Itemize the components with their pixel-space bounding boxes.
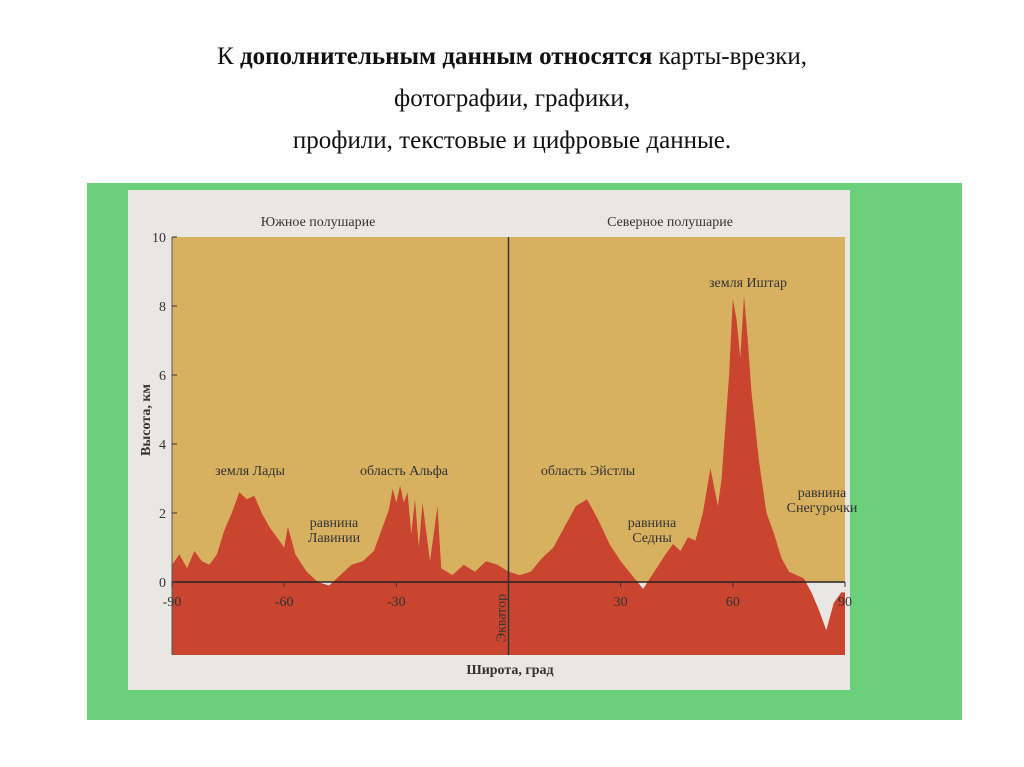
annotation: земля Иштар <box>709 276 787 291</box>
y-tick-label: 8 <box>159 300 166 315</box>
heading-line: фотографии, графики, <box>394 85 630 112</box>
x-axis-label: Широта, град <box>466 663 553 678</box>
x-tick-label: 30 <box>614 595 628 610</box>
area <box>172 295 845 655</box>
annotation-line: равнина <box>798 486 847 501</box>
heading: К дополнительным данным относятся карты-… <box>0 36 1024 162</box>
annotation: равнина Лавинии <box>308 516 361 546</box>
annotation-line: Снегурочки <box>787 501 858 516</box>
annotation-line: область Альфа <box>360 464 449 479</box>
heading-line: К дополнительным данным относятся карты-… <box>0 36 1024 78</box>
x-tick-label: 90 <box>838 595 852 610</box>
y-tick-label: 2 <box>159 507 166 522</box>
y-tick-label: 6 <box>159 369 166 384</box>
bold-text: дополнительным данным относятся <box>239 43 653 70</box>
annotation: область Эйстлы <box>541 464 636 479</box>
equator-label: Экватор <box>495 594 510 642</box>
heading-line: профили, текстовые и цифровые данные. <box>292 127 732 154</box>
annotation: равнина Седны <box>628 516 677 546</box>
annotation-line: равнина <box>628 516 677 531</box>
y-tick-label: 0 <box>159 576 166 591</box>
y-tick-label: 10 <box>152 231 166 246</box>
annotation-line: земля Лады <box>215 464 285 479</box>
annotation: земля Лады <box>215 464 285 479</box>
annotation: область Альфа <box>360 464 449 479</box>
text: К <box>217 43 234 70</box>
x-tick-label: -90 <box>163 595 182 610</box>
subtitle: Южное полушарие <box>261 215 376 230</box>
x-tick-label: -60 <box>275 595 294 610</box>
x-tick-label: 60 <box>726 595 740 610</box>
annotation-line: Седны <box>632 531 672 546</box>
y-tick-label: 4 <box>159 438 166 453</box>
annotation: равнина Снегурочки <box>787 486 858 516</box>
annotation-line: земля Иштар <box>709 276 787 291</box>
y-axis-label: Высота, км <box>139 384 154 456</box>
annotation-line: Лавинии <box>308 531 361 546</box>
annotation-line: область Эйстлы <box>541 464 636 479</box>
annotation-line: равнина <box>310 516 359 531</box>
text: карты-врезки, <box>658 43 807 70</box>
x-tick-label: -30 <box>387 595 406 610</box>
subtitle: Северное полушарие <box>607 215 733 230</box>
